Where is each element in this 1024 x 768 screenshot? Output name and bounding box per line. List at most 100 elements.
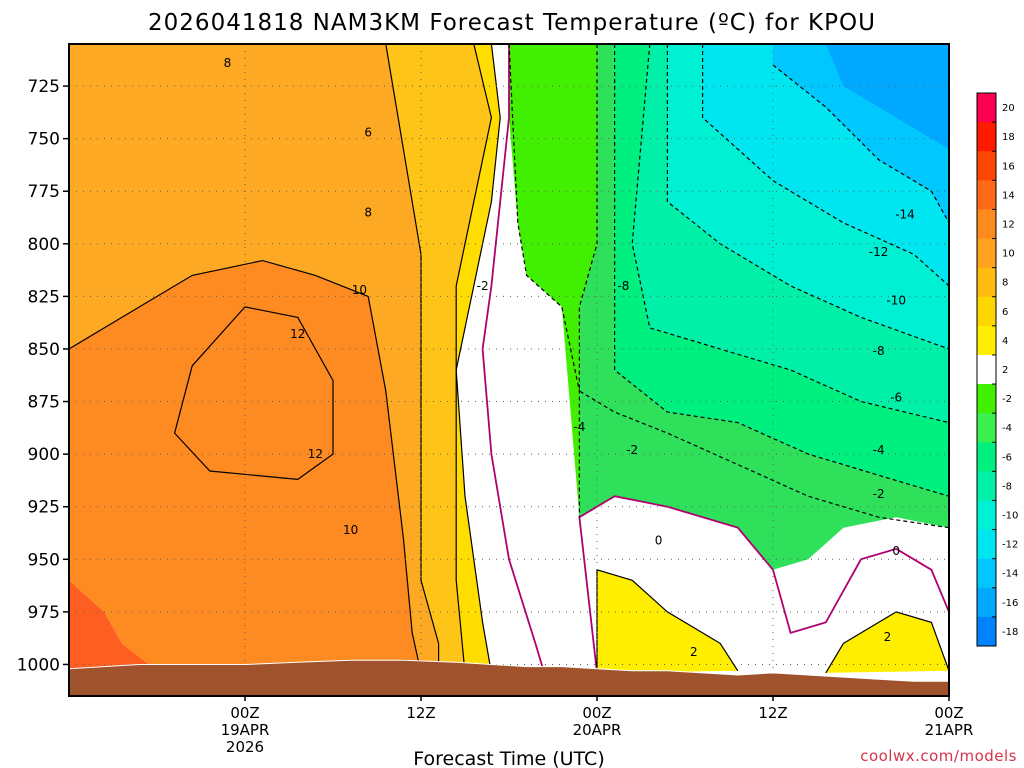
colorbar-label: 4 <box>1002 336 1008 347</box>
colorbar-label: -8 <box>1002 481 1012 492</box>
contour-line-2-15 <box>825 611 949 674</box>
temp-region-6-4 <box>333 44 492 673</box>
colorbar-label: -6 <box>1002 452 1012 463</box>
y-tick-label: 875 <box>28 393 60 413</box>
contour-line--2-7 <box>508 44 580 518</box>
y-tick-label: 750 <box>28 130 60 150</box>
terrain-area <box>69 659 949 696</box>
colorbar-label: 8 <box>1002 278 1008 289</box>
colorbar-swatch <box>977 180 996 210</box>
contour-label: 8 <box>364 205 372 219</box>
y-tick-label: 825 <box>28 287 60 307</box>
contour-line--12-12 <box>702 44 949 287</box>
contour-line--14-13 <box>772 64 949 225</box>
colorbar-swatch <box>977 209 996 240</box>
contour-labels: 8 6 8 10 12 12 10 -2 -8 -4 -2 0 2 -14 -12 -10 -8 -6 -4 -2 0 2 <box>224 56 915 659</box>
colorbar-swatch <box>977 325 996 356</box>
contour-label: -12 <box>869 245 889 259</box>
contour-label: -8 <box>617 279 629 293</box>
colorbar-label: -12 <box>1002 540 1018 551</box>
colorbar-label: -18 <box>1002 627 1018 638</box>
contour-line-2-4 <box>455 44 501 674</box>
colorbar-label: 12 <box>1002 219 1015 230</box>
colorbar-swatch <box>977 122 996 152</box>
contour-lines <box>69 44 949 674</box>
contour-label: -2 <box>477 279 489 293</box>
contour-label: 2 <box>690 645 698 659</box>
y-tick-label: 775 <box>28 182 60 202</box>
colorbar-label: 20 <box>1002 103 1015 114</box>
colorbar-swatch <box>977 238 996 269</box>
temp-region-8-3 <box>69 44 439 673</box>
colorbar-swatch <box>977 442 996 472</box>
colorbar-label: -14 <box>1002 569 1018 580</box>
y-tick-label: 975 <box>28 603 60 623</box>
colorbar-swatch <box>977 93 996 123</box>
x-tick-label: 12Z <box>406 704 435 722</box>
colorbar-label: 18 <box>1002 132 1015 143</box>
colorbar-swatch <box>977 529 996 560</box>
colorbar-swatch <box>977 384 996 414</box>
chart-title: 2026041818 NAM3KM Forecast Temperature (… <box>148 10 876 36</box>
contour-label: 6 <box>364 125 372 139</box>
contour-label: -14 <box>895 207 915 221</box>
colorbar-swatch <box>977 587 996 618</box>
contour-label: 2 <box>884 630 892 644</box>
colorbar-swatch <box>977 267 996 298</box>
temp-region-10-2 <box>174 306 333 480</box>
colorbar-label: 2 <box>1002 365 1008 376</box>
y-tick-label: 925 <box>28 498 60 518</box>
y-tick-label: 950 <box>28 550 60 570</box>
contour-label: -8 <box>873 344 885 358</box>
colorbar-frame <box>976 92 997 647</box>
colorbar-swatch <box>977 616 996 647</box>
contour-label: 0 <box>655 533 663 547</box>
colorbar-swatch <box>977 471 996 501</box>
y-axis: 725 750 775 800 825 850 875 900 925 950 975 1000 <box>17 77 69 675</box>
x-tick-label: 21APR <box>925 721 974 739</box>
contour-line-10-1 <box>173 306 334 481</box>
y-tick-label: 1000 <box>17 655 60 675</box>
x-tick-label: 19APR <box>221 721 270 739</box>
contour-label: -10 <box>886 294 906 308</box>
contour-label: 10 <box>343 523 358 537</box>
contour-line-0-6 <box>578 495 949 674</box>
terrain-ground <box>69 659 949 696</box>
colorbar-swatch <box>977 296 996 327</box>
contour-label: -4 <box>873 443 885 457</box>
temperature-fill <box>69 44 949 696</box>
colorbar-swatch <box>977 413 996 443</box>
colorbar-swatch <box>977 151 996 181</box>
contour-label: -4 <box>573 420 585 434</box>
x-tick-label: 00Z <box>934 704 963 722</box>
temp-region-2-9 <box>825 611 949 673</box>
contour-label: 10 <box>352 283 367 297</box>
colorbar-legend: 20 18 16 14 12 10 8 6 4 2 -2 -4 -6 -8 -10 -12 -14 -16 -18 <box>976 92 1018 647</box>
temp-region--2-10 <box>509 44 597 518</box>
x-tick-label: 2026 <box>226 738 264 756</box>
colorbar-label: -16 <box>1002 598 1018 609</box>
colorbar-label: 10 <box>1002 249 1015 260</box>
colorbar-label: 14 <box>1002 190 1015 201</box>
credit-text: coolwx.com/models <box>860 747 1017 765</box>
y-tick-label: 725 <box>28 77 60 97</box>
colorbar-label: -10 <box>1002 511 1018 522</box>
plot-frame <box>68 43 950 697</box>
contour-label: 0 <box>892 544 900 558</box>
contour-line--10-11 <box>666 44 949 370</box>
contour-label: 8 <box>224 56 232 70</box>
contour-label: -2 <box>873 487 885 501</box>
temp-region-2-8 <box>597 569 738 673</box>
y-tick-label: 900 <box>28 445 60 465</box>
y-tick-label: 850 <box>28 340 60 360</box>
contour-label: -6 <box>890 390 902 404</box>
temp-region--16-17 <box>825 44 949 150</box>
contour-label: 12 <box>308 447 323 461</box>
x-tick-label: 00Z <box>582 704 611 722</box>
contour-line-8-0 <box>69 259 422 674</box>
colorbar-label: 6 <box>1002 307 1008 318</box>
contour-label: -2 <box>626 443 638 457</box>
x-tick-label: 00Z <box>230 704 259 722</box>
